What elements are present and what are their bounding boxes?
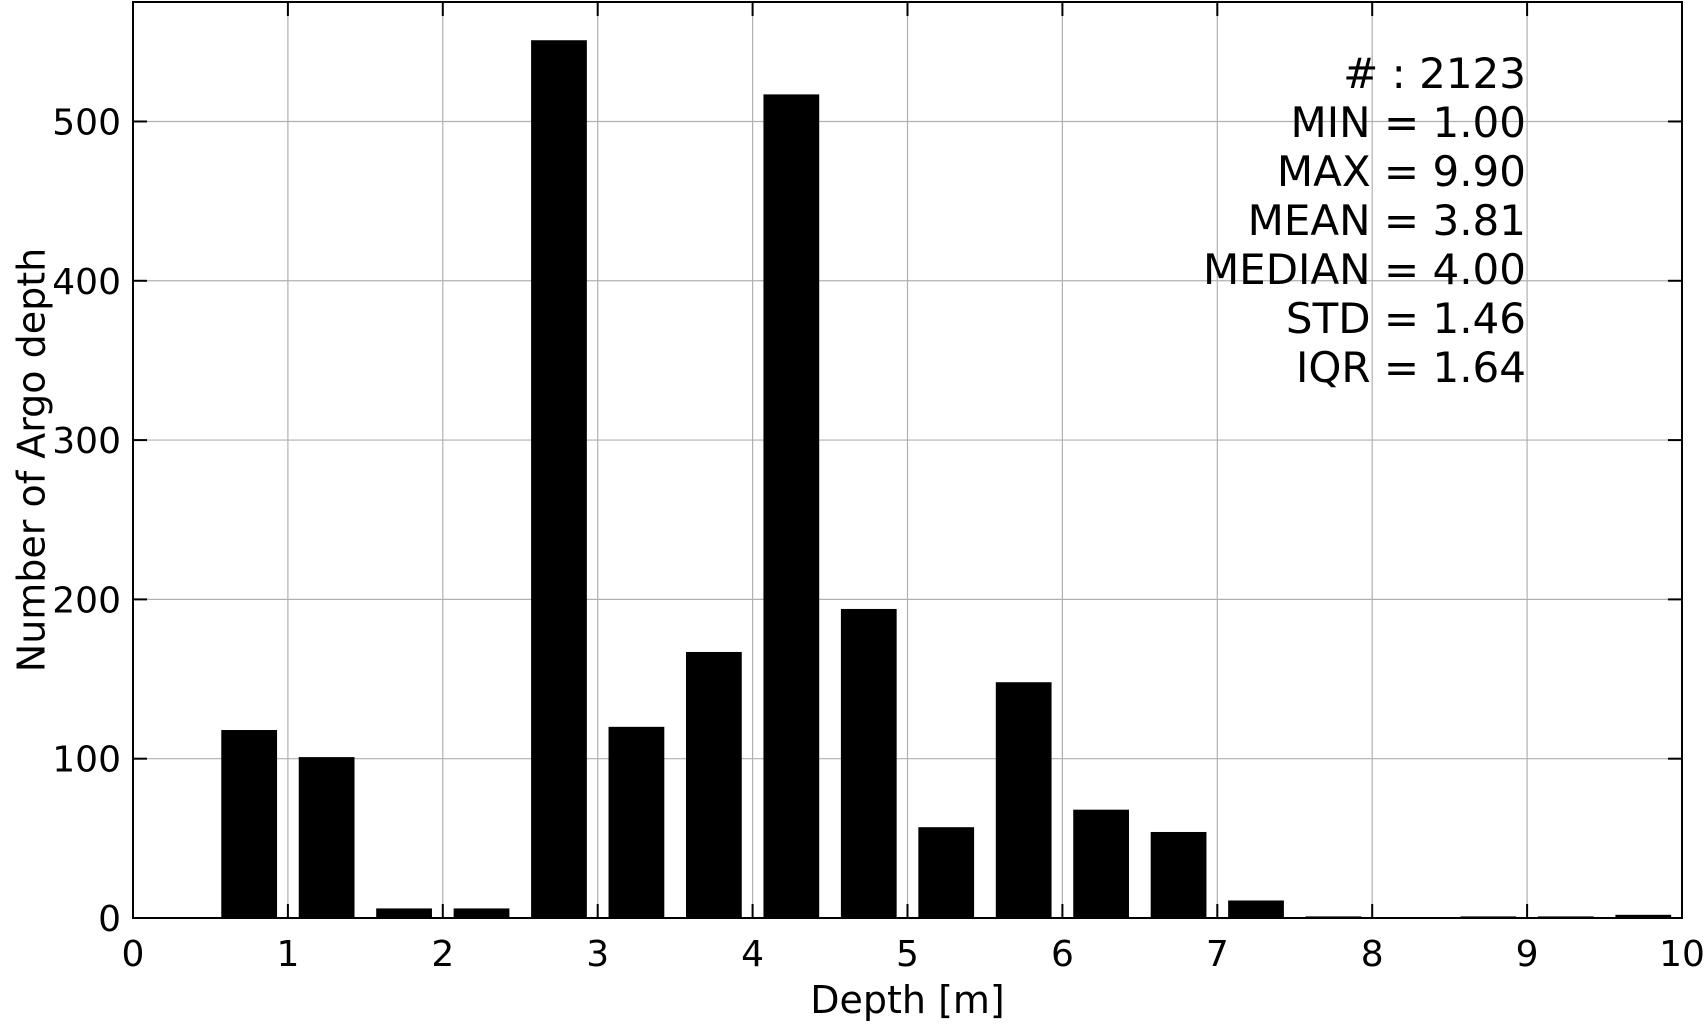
stats-line: MEAN = 3.81 <box>1248 196 1526 245</box>
histogram-bar <box>453 908 510 918</box>
x-tick-label: 0 <box>122 934 145 975</box>
x-tick-label: 4 <box>741 934 764 975</box>
x-tick-label: 9 <box>1516 934 1539 975</box>
histogram-bar <box>1073 809 1130 918</box>
histogram-bar <box>1615 914 1672 918</box>
stats-line: MEDIAN = 4.00 <box>1203 245 1526 294</box>
y-tick-label: 300 <box>52 421 121 462</box>
histogram-bar <box>608 726 665 918</box>
y-axis-label: Number of Argo depth <box>10 248 54 672</box>
x-tick-label: 1 <box>276 934 299 975</box>
stats-line: MAX = 9.90 <box>1277 147 1526 196</box>
histogram-bar <box>1150 831 1207 918</box>
stats-line: MIN = 1.00 <box>1291 98 1526 147</box>
stats-line: IQR = 1.64 <box>1296 343 1526 392</box>
x-tick-label: 2 <box>431 934 454 975</box>
histogram-bar <box>376 908 432 918</box>
histogram-bar <box>221 730 278 918</box>
x-tick-label: 3 <box>586 934 609 975</box>
x-tick-label: 6 <box>1051 934 1074 975</box>
histogram-bar <box>685 651 742 918</box>
x-tick-label: 10 <box>1659 934 1705 975</box>
y-tick-label: 0 <box>98 899 121 940</box>
y-tick-label: 200 <box>52 580 121 621</box>
stats-line: # : 2123 <box>1343 49 1526 98</box>
x-tick-label: 8 <box>1361 934 1384 975</box>
bars <box>221 40 1672 919</box>
histogram-bar <box>995 682 1052 918</box>
x-axis-label: Depth [m] <box>810 978 1005 1022</box>
histogram-bar <box>840 608 897 918</box>
y-tick-label: 500 <box>52 102 121 143</box>
x-tick-label: 7 <box>1206 934 1229 975</box>
y-tick-label: 400 <box>52 262 121 303</box>
histogram-bar <box>918 827 975 918</box>
histogram-bar <box>763 94 820 918</box>
histogram-bar <box>298 757 355 918</box>
axis-ticks <box>132 2 1683 919</box>
histogram-bar <box>1228 900 1284 918</box>
histogram-bar <box>531 40 587 919</box>
y-tick-label: 100 <box>52 740 121 781</box>
x-tick-label: 5 <box>896 934 919 975</box>
stats-line: STD = 1.46 <box>1286 294 1526 343</box>
